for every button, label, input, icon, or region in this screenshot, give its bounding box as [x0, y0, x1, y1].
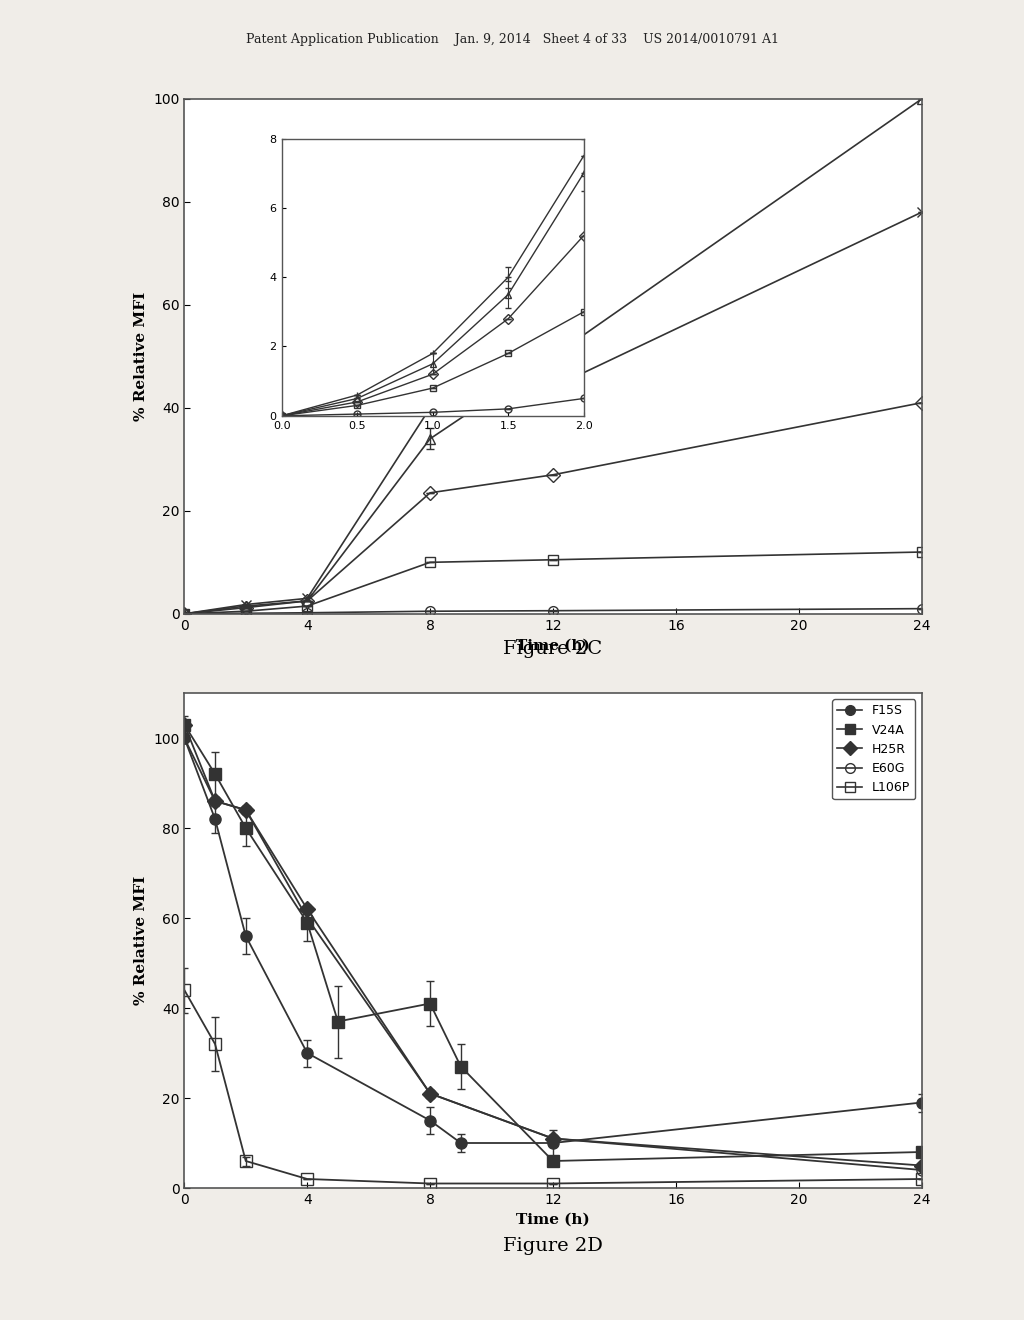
Y-axis label: % Relative MFI: % Relative MFI [133, 292, 147, 421]
Y-axis label: % Relative MFI: % Relative MFI [133, 876, 147, 1005]
Text: Patent Application Publication    Jan. 9, 2014   Sheet 4 of 33    US 2014/001079: Patent Application Publication Jan. 9, 2… [246, 33, 778, 46]
X-axis label: Time (h): Time (h) [516, 638, 590, 652]
X-axis label: Time (h): Time (h) [516, 1212, 590, 1226]
Text: Figure 2D: Figure 2D [503, 1237, 603, 1255]
Legend: F15S, V24A, H25R, E60G, L106P: F15S, V24A, H25R, E60G, L106P [833, 700, 915, 799]
Text: Figure 2C: Figure 2C [504, 640, 602, 659]
